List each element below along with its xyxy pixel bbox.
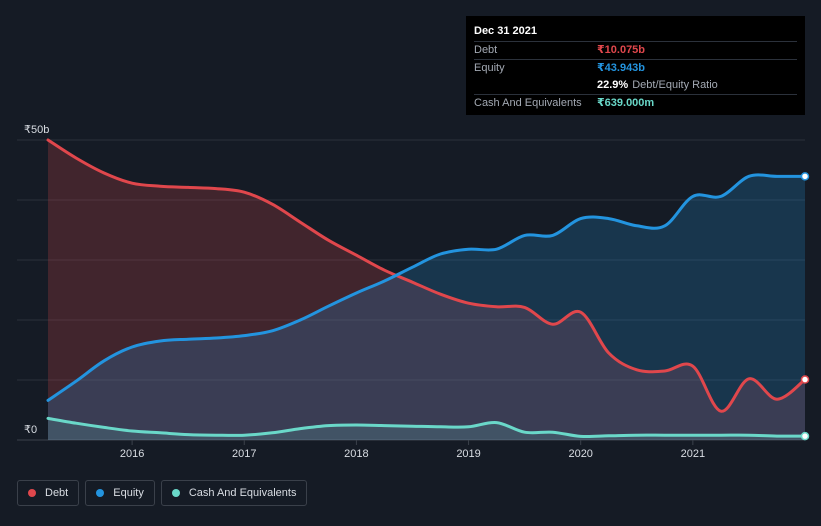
tooltip-cash-value: ₹639.000m (597, 97, 655, 109)
x-tick-label: 2016 (120, 448, 144, 460)
grid-lines (17, 139, 805, 441)
series-line-2 (46, 416, 807, 439)
x-tick-label: 2019 (456, 448, 480, 460)
tooltip-ratio-row: 22.9% Debt/Equity Ratio (474, 77, 797, 94)
tooltip-ratio-label: Debt/Equity Ratio (632, 79, 718, 91)
tooltip-date: Dec 31 2021 (474, 25, 537, 37)
series-lines (46, 138, 807, 439)
tooltip-cash-row: Cash And Equivalents ₹639.000m (474, 94, 797, 112)
tooltip-ratio-value: 22.9% (597, 79, 629, 91)
debt-dot-icon (28, 489, 36, 497)
series-area-2 (48, 418, 805, 440)
data-tooltip: Dec 31 2021 Debt ₹10.075b Equity ₹43.943… (466, 16, 805, 115)
tooltip-cash-label: Cash And Equivalents (474, 97, 582, 109)
tooltip-equity-label: Equity (474, 62, 505, 74)
tooltip-debt-row: Debt ₹10.075b (474, 41, 797, 59)
x-tick-label: 2020 (568, 448, 592, 460)
series-area-1 (48, 174, 805, 441)
series-end-marker-1[interactable] (800, 172, 810, 181)
x-axis-ticks: 2016 2017 2018 2019 2020 2021 (120, 440, 705, 460)
legend-label-cash: Cash And Equivalents (188, 487, 297, 499)
tooltip-debt-label: Debt (474, 44, 498, 56)
tooltip-debt-value: ₹10.075b (597, 44, 646, 56)
series-end-marker-0[interactable] (800, 375, 810, 384)
series-end-marker-2[interactable] (800, 431, 810, 441)
x-tick-label: 2017 (232, 448, 256, 460)
cash-dot-icon (171, 489, 180, 497)
x-tick-label: 2018 (344, 448, 368, 460)
y-tick-label: ₹50b (24, 124, 49, 136)
legend-item-cash[interactable]: Cash And Equivalents (160, 480, 308, 506)
series-line-0 (46, 138, 807, 413)
end-markers (800, 172, 810, 441)
legend-label-equity: Equity (113, 487, 144, 499)
tooltip-equity-value: ₹43.943b (597, 62, 646, 74)
legend-item-equity[interactable]: Equity (85, 480, 155, 506)
chart-legend: Debt Equity Cash And Equivalents (17, 480, 308, 506)
legend-item-debt[interactable]: Debt (17, 480, 80, 506)
y-tick-label: ₹0 (24, 424, 37, 436)
equity-dot-icon (96, 489, 105, 497)
tooltip-equity-row: Equity ₹43.943b (474, 59, 797, 77)
tooltip-ratio-spacer (474, 77, 597, 94)
x-tick-label: 2021 (681, 448, 705, 460)
y-axis-ticks: ₹0 ₹50b (24, 124, 49, 436)
series-line-1 (46, 173, 807, 402)
legend-label-debt: Debt (45, 487, 69, 499)
